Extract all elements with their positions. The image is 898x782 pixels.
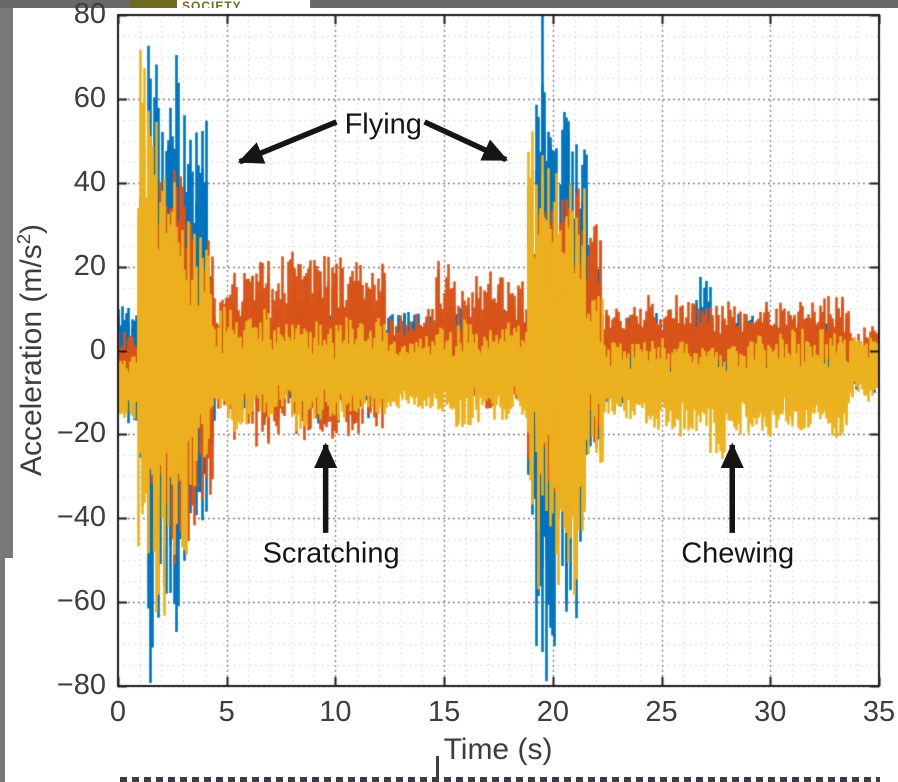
y-tick-label--20: −20 — [56, 417, 106, 450]
y-axis-label-sup: 2 — [13, 233, 34, 245]
annotation-flying: Flying — [344, 108, 422, 141]
y-tick-label-80: 80 — [73, 0, 106, 30]
y-axis-label: Acceleration (m/s2) — [13, 224, 49, 476]
x-tick-label-0: 0 — [109, 696, 127, 728]
x-tick-label-10: 10 — [319, 696, 352, 728]
y-tick-label--80: −80 — [56, 668, 106, 701]
y-axis-label-close: ) — [15, 223, 48, 234]
x-axis-label: Time (s) — [443, 733, 553, 766]
y-tick-label-0: 0 — [89, 333, 106, 366]
annotation-chewing: Chewing — [681, 537, 795, 570]
y-tick-label--40: −40 — [56, 501, 106, 534]
x-tick-label-5: 5 — [218, 696, 235, 728]
y-tick-label-40: 40 — [73, 165, 106, 198]
x-tick-label-30: 30 — [754, 696, 787, 728]
annotation-scratching: Scratching — [262, 537, 400, 570]
x-tick-label-35: 35 — [862, 696, 896, 728]
x-tick-label-15: 15 — [428, 696, 461, 728]
x-tick-label-25: 25 — [645, 696, 678, 728]
y-tick-label-20: 20 — [73, 249, 106, 282]
y-tick-label-60: 60 — [73, 81, 106, 114]
x-tick-label-20: 20 — [536, 696, 569, 728]
y-axis-label-main: Acceleration (m/s — [15, 244, 48, 477]
y-tick-label--60: −60 — [56, 584, 106, 617]
